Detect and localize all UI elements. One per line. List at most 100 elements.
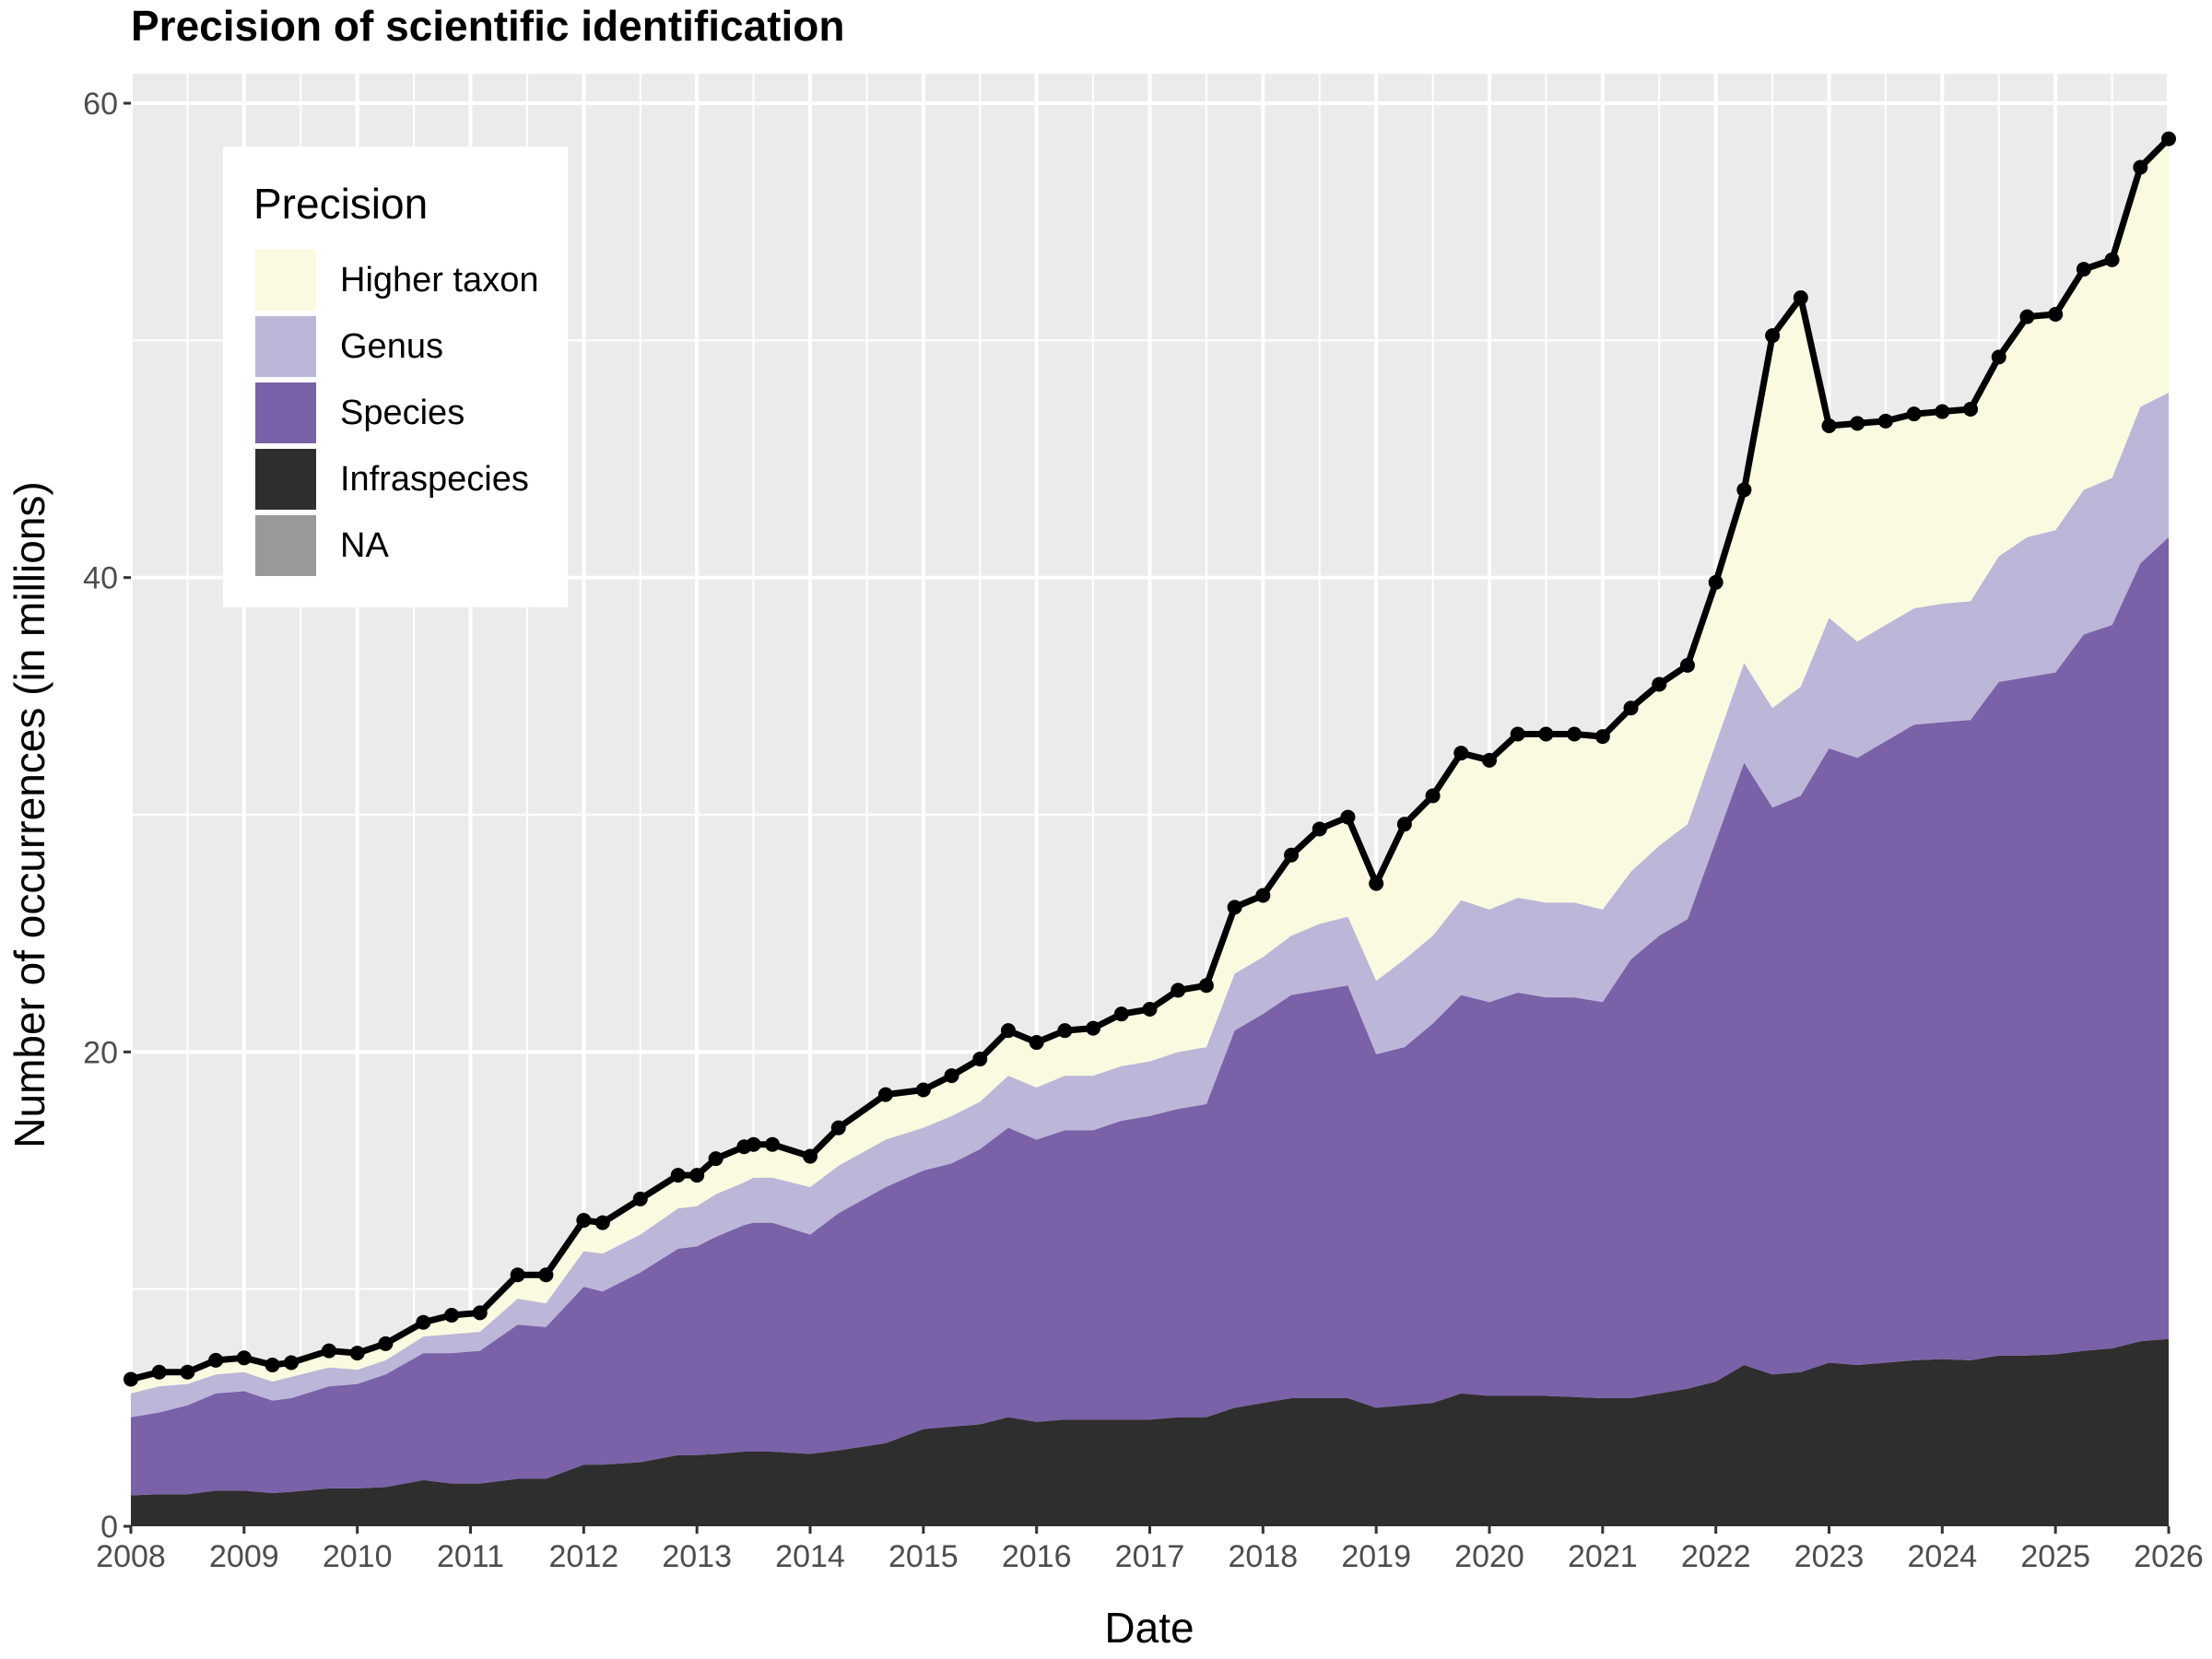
y-tick-label: 40 (83, 561, 118, 596)
total-point (1312, 821, 1327, 837)
total-point (1821, 418, 1837, 433)
total-point (576, 1213, 592, 1229)
total-point (236, 1350, 252, 1366)
legend-swatch (253, 248, 318, 312)
total-point (1198, 978, 1214, 994)
total-point (1567, 726, 1583, 742)
total-point (1679, 657, 1695, 673)
total-point (1538, 726, 1554, 742)
total-point (1284, 847, 1300, 863)
total-point (803, 1148, 818, 1164)
total-point (1029, 1035, 1044, 1051)
total-point (538, 1267, 554, 1283)
chart-title: Precision of scientific identification (131, 2, 844, 50)
x-tick-label: 2010 (323, 1539, 393, 1574)
x-tick-label: 2014 (775, 1539, 845, 1574)
x-tick-label: 2008 (96, 1539, 166, 1574)
total-point (416, 1314, 431, 1330)
total-point (378, 1335, 394, 1351)
total-point (746, 1136, 761, 1152)
y-tick-label: 0 (100, 1510, 118, 1545)
total-point (632, 1191, 648, 1206)
legend-label: Higher taxon (340, 261, 538, 300)
legend-swatch (253, 447, 318, 512)
total-point (1877, 413, 1893, 429)
total-point (1594, 729, 1610, 745)
legend-label: Infraspecies (340, 460, 529, 499)
legend-swatch (253, 314, 318, 379)
total-point (1510, 726, 1525, 742)
total-point (265, 1358, 280, 1373)
total-point (1482, 752, 1497, 768)
total-point (1227, 900, 1242, 915)
total-point (1425, 788, 1441, 804)
total-point (915, 1082, 931, 1098)
total-point (1963, 401, 1979, 417)
axes: 0 20 40 60 2008 2009 2010 2011 2012 2013 2014 2015 2… (83, 87, 2204, 1574)
total-point (124, 1371, 138, 1387)
total-point (1000, 1023, 1016, 1039)
total-point (944, 1068, 959, 1084)
total-point (1057, 1023, 1073, 1039)
total-point (1623, 700, 1639, 716)
total-point (2104, 252, 2120, 267)
total-point (1396, 817, 1412, 832)
total-point (510, 1267, 525, 1283)
total-point (1652, 677, 1667, 692)
legend-label: NA (340, 526, 389, 565)
y-tick-label: 60 (83, 87, 118, 122)
total-point (689, 1168, 705, 1183)
total-point (1765, 328, 1781, 344)
total-point (472, 1305, 488, 1321)
total-point (765, 1136, 781, 1152)
total-point (1113, 1006, 1129, 1022)
total-point (1793, 290, 1808, 306)
x-tick-label: 2022 (1681, 1539, 1751, 1574)
x-tick-label: 2023 (1794, 1539, 1865, 1574)
x-tick-label: 2011 (437, 1539, 504, 1574)
legend-swatch (253, 513, 318, 578)
total-point (1369, 876, 1384, 891)
total-point (972, 1052, 988, 1067)
x-tick-label: 2016 (1002, 1539, 1072, 1574)
total-point (1340, 809, 1356, 825)
legend-label: Species (340, 394, 465, 432)
area-species (131, 536, 2169, 1496)
total-point (708, 1151, 724, 1167)
total-point (1935, 404, 1950, 419)
x-tick-label: 2024 (1908, 1539, 1978, 1574)
x-tick-label: 2009 (209, 1539, 279, 1574)
x-tick-label: 2025 (2020, 1539, 2090, 1574)
total-point (2161, 131, 2176, 147)
total-point (1736, 482, 1752, 498)
total-point (1142, 1002, 1158, 1018)
total-point (349, 1346, 365, 1361)
total-point (2076, 262, 2091, 277)
total-point (2019, 309, 2035, 324)
x-tick-label: 2018 (1229, 1539, 1299, 1574)
total-point (284, 1355, 300, 1371)
x-tick-label: 2012 (549, 1539, 619, 1574)
total-point (1708, 574, 1724, 590)
total-point (1991, 349, 2006, 365)
x-tick-label: 2026 (2134, 1539, 2204, 1574)
total-point (877, 1087, 893, 1102)
total-point (1453, 746, 1469, 761)
total-point (1906, 406, 1922, 422)
total-point (2048, 307, 2064, 323)
total-point (180, 1364, 195, 1380)
legend-swatch (253, 381, 318, 445)
total-point (1086, 1020, 1101, 1036)
x-tick-label: 2019 (1341, 1539, 1411, 1574)
total-point (151, 1364, 167, 1380)
total-line (124, 131, 2176, 1387)
x-tick-label: 2020 (1454, 1539, 1524, 1574)
total-point (594, 1215, 610, 1230)
stacked-areas (131, 138, 2169, 1526)
total-point (1255, 888, 1271, 903)
total-point (321, 1343, 336, 1359)
legend-label: Genus (340, 327, 443, 366)
x-axis-title: Date (1104, 1604, 1194, 1652)
legend: Precision Higher taxon Genus Species Infras… (223, 147, 568, 607)
